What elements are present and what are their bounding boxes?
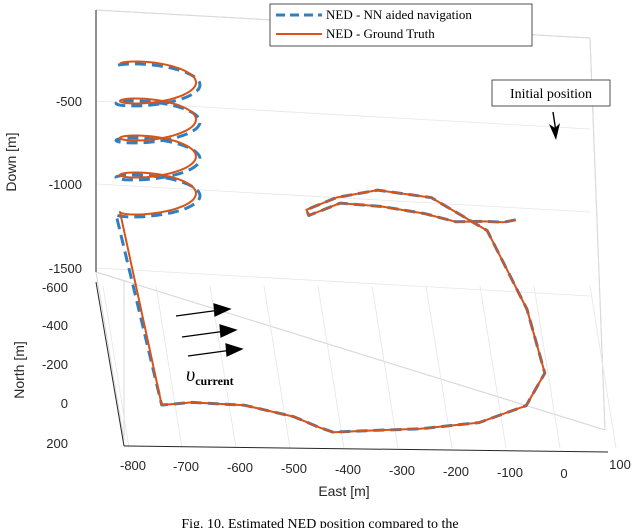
axis-lines: [95, 10, 609, 453]
current-arrow-1: [175, 309, 221, 317]
x-grid-line: [263, 285, 291, 449]
x-grid-line: [533, 285, 561, 449]
x-grid-line: [102, 285, 130, 449]
y-tick-label: 0: [61, 396, 68, 411]
x-tick-label: -500: [281, 461, 307, 476]
current-arrow-3: [187, 349, 233, 357]
initial-position-label: Initial position: [510, 87, 592, 102]
legend-label-gt: NED - Ground Truth: [326, 26, 435, 41]
x-tick-label: -100: [497, 465, 523, 480]
back-pane-right: [95, 9, 606, 431]
x-axis-label: East [m]: [318, 483, 369, 499]
legend-box: [269, 3, 533, 47]
current-arrow-2-head: [219, 324, 238, 338]
x-tick-label: -300: [389, 463, 415, 478]
z-tick-label: -500: [56, 94, 82, 109]
current-velocity-subscript: current: [195, 374, 233, 388]
z-axis-label: Down [m]: [3, 132, 19, 191]
z-tick-label: -1000: [49, 177, 82, 192]
x-tick-label: -200: [443, 464, 469, 479]
legend: NED - NN aided navigation NED - Ground T…: [269, 3, 533, 47]
grid-lines: [95, 100, 617, 449]
initial-position-box: [491, 79, 611, 107]
z-tick-label: -1500: [49, 261, 82, 276]
current-velocity-label: υcurrent: [186, 364, 234, 388]
z-grid-line: [95, 183, 591, 213]
x-tick-label: -800: [120, 458, 146, 473]
y-axis-label: North [m]: [11, 341, 27, 399]
current-arrow-2: [181, 330, 227, 338]
x-tick-label: -400: [335, 462, 361, 477]
y-axis-line: [95, 281, 125, 447]
figure-caption: Fig. 10. Estimated NED position compared…: [181, 517, 458, 528]
axes-box: [95, 9, 606, 441]
x-grid-line: [371, 285, 399, 449]
x-grid-line: [589, 285, 617, 449]
current-arrow-3-head: [225, 343, 244, 357]
current-arrows: [175, 303, 244, 357]
series-layer: [114, 60, 547, 434]
initial-position-annotation: Initial position: [491, 79, 611, 140]
tick-labels: -800 -700 -600 -500 -400 -300 -200 -100 0100-600…: [42, 94, 631, 481]
initial-position-arrowhead: [549, 123, 560, 140]
current-arrow-1-head: [213, 303, 232, 317]
x-tick-label: 0: [560, 466, 567, 481]
y-tick-label: -400: [42, 318, 68, 333]
x-axis-line: [123, 445, 609, 453]
y-tick-label: -600: [42, 280, 68, 295]
legend-label-nn: NED - NN aided navigation: [326, 7, 472, 22]
x-grid-line: [425, 285, 453, 449]
x-tick-label: 100: [609, 457, 631, 472]
x-grid-line: [317, 285, 345, 449]
x-tick-label: -700: [173, 459, 199, 474]
x-grid-line: [479, 285, 507, 449]
current-velocity-symbol: υ: [186, 364, 195, 386]
x-grid-line: [155, 285, 183, 449]
z-grid-line: [95, 267, 591, 297]
y-tick-label: -200: [42, 357, 68, 372]
y-tick-label: 200: [46, 436, 68, 451]
trajectory-ground-truth: [119, 60, 546, 434]
trajectory-nn-aided: [114, 62, 547, 434]
box-edge-floor-back: [95, 271, 606, 431]
x-tick-label: -600: [227, 460, 253, 475]
